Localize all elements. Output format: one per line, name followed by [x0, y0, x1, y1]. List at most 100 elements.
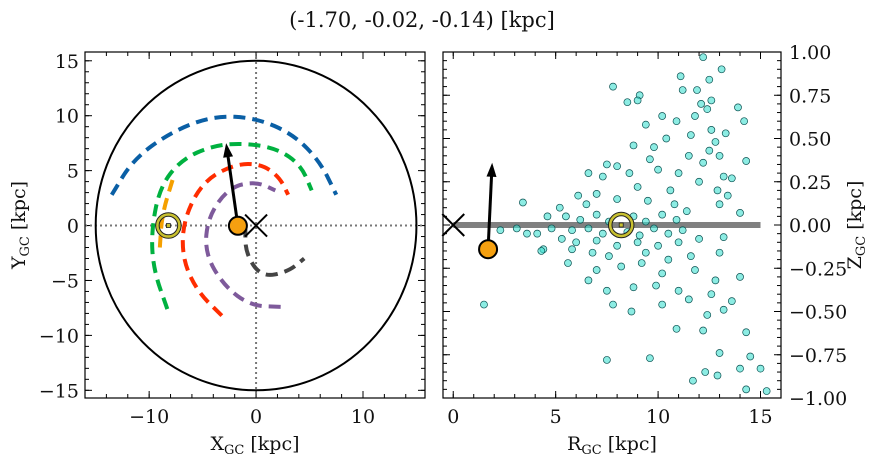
star-point: [746, 352, 755, 361]
star-point: [691, 266, 699, 274]
galactic-center-marker: [441, 213, 465, 237]
star-point: [568, 226, 576, 235]
star-point: [678, 226, 687, 235]
star-point: [564, 259, 572, 267]
star-point: [693, 86, 701, 94]
star-point: [705, 75, 714, 84]
star-point: [637, 259, 646, 267]
star-point: [666, 186, 675, 195]
star-point: [715, 248, 724, 257]
star-point: [742, 157, 751, 165]
star-point: [584, 224, 593, 233]
star-point: [592, 236, 601, 245]
star-point: [650, 143, 658, 151]
x-tick-label: 0: [447, 406, 459, 428]
star-point: [691, 112, 699, 120]
star-point: [658, 269, 667, 278]
y-tick-label: 0.00: [789, 215, 831, 237]
y-axis-label: YGC [kpc]: [8, 181, 33, 270]
star-point: [658, 210, 667, 219]
x-tick-label: 15: [748, 406, 772, 428]
star-point: [723, 191, 732, 200]
star-point: [654, 165, 662, 174]
star-point: [670, 200, 679, 209]
star-point: [707, 126, 716, 134]
y-tick-label: −15: [39, 380, 79, 402]
star-point: [641, 217, 650, 226]
star-point: [736, 209, 744, 217]
star-point: [717, 65, 726, 74]
x-tick-label: 0: [250, 406, 262, 428]
star-point: [605, 252, 613, 260]
star-point: [555, 203, 564, 212]
star-point: [672, 117, 681, 126]
star-point: [727, 297, 736, 305]
y-tick-label: 5: [67, 161, 79, 183]
star-point: [635, 231, 644, 240]
orbit-arc-5: [243, 225, 306, 277]
star-point: [672, 215, 681, 224]
x-axis-label: RGC [kpc]: [567, 433, 657, 458]
orbit-arc-0: [110, 114, 339, 196]
star-point: [695, 234, 703, 243]
star-point: [633, 183, 642, 191]
star-point: [613, 162, 621, 171]
y-tick-label: 1.00: [789, 42, 831, 64]
star-point: [625, 169, 634, 177]
star-point: [523, 229, 531, 238]
star-point: [584, 169, 593, 177]
star-point: [623, 98, 632, 107]
x-tick-label: −10: [129, 406, 169, 428]
star-point: [613, 241, 621, 250]
sun-icon: [608, 212, 634, 238]
star-point: [713, 371, 722, 380]
arrow-head: [486, 162, 497, 177]
star-point: [654, 241, 662, 250]
x-tick-label: 10: [646, 406, 670, 428]
velocity-arrow: [226, 154, 240, 226]
star-point: [689, 376, 697, 385]
star-point: [713, 186, 722, 195]
galactic-center-marker: [244, 213, 268, 238]
sun-icon: [156, 213, 181, 238]
star-point: [576, 215, 585, 224]
star-point: [699, 53, 708, 62]
star-point: [697, 100, 705, 108]
star-point: [699, 326, 708, 335]
y-tick-label: −0.25: [789, 258, 847, 280]
star-point: [609, 82, 617, 91]
x-tick-label: 5: [550, 406, 562, 428]
velocity-arrow: [486, 173, 494, 250]
star-point: [627, 307, 636, 316]
y-axis-label: ZGC [kpc]: [844, 181, 869, 270]
star-point: [496, 226, 505, 235]
y-tick-label: 10: [55, 106, 79, 128]
boundary-circle: [94, 59, 418, 392]
star-point: [543, 212, 552, 221]
axes-frame: [84, 51, 426, 399]
star-point: [609, 300, 617, 309]
star-point: [684, 151, 693, 160]
star-point: [568, 245, 576, 254]
arrow-head: [223, 143, 234, 158]
star-point: [512, 224, 521, 233]
star-point: [633, 238, 642, 247]
star-point: [699, 158, 708, 167]
right-panel-rz: 0 5 10 15 −1.00 −0.75 −0.50 −0.25 0.00 0.25 0.50 0.…: [441, 42, 869, 458]
star-point: [736, 364, 744, 373]
object-marker: [478, 239, 499, 260]
star-point: [705, 146, 714, 155]
star-point: [678, 86, 687, 94]
y-tick-label: −1.00: [789, 388, 847, 410]
orbit-arc-1: [150, 141, 314, 310]
y-tick-label: 15: [55, 51, 79, 73]
star-point: [740, 117, 748, 126]
object-marker: [227, 215, 248, 236]
star-point: [672, 324, 681, 333]
x-axis-label: XGC [kpc]: [210, 433, 299, 458]
star-point: [674, 169, 683, 177]
star-point: [574, 191, 583, 200]
y-tick-label: 0.50: [789, 129, 831, 151]
star-point: [756, 364, 765, 373]
